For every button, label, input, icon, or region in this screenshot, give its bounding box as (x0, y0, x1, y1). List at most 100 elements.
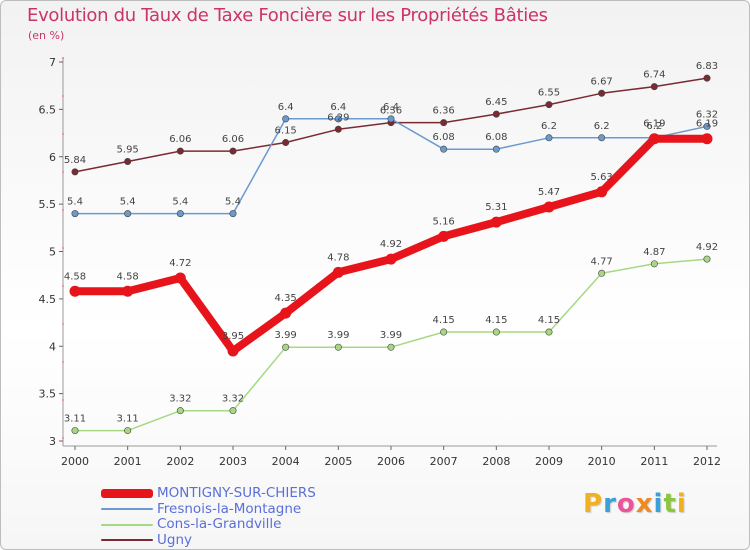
data-label-cons-la-grandville: 3.99 (327, 330, 349, 341)
chart-data-labels: 5.84 5.95 6.06 6.06 6.15 6.29 6.36 6.36 6.45 6.55… (64, 61, 718, 424)
data-point-ugny (229, 147, 237, 155)
data-point-montigny-sur-chiers (438, 230, 450, 242)
data-label-cons-la-grandville: 3.99 (275, 330, 297, 341)
y-tick-label: 5 (49, 246, 56, 259)
legend-label: Cons-la-Grandville (157, 516, 282, 532)
x-tick-label: 2001 (114, 455, 142, 468)
data-point-ugny (598, 89, 606, 97)
data-point-montigny-sur-chiers (648, 133, 660, 145)
legend-item: Ugny (101, 532, 316, 549)
data-label-montigny-sur-chiers: 4.92 (380, 239, 402, 250)
data-label-fresnois-la-montagne: 5.4 (225, 197, 241, 208)
data-label-ugny: 6.74 (643, 70, 665, 81)
data-label-fresnois-la-montagne: 5.4 (172, 197, 188, 208)
data-label-montigny-sur-chiers: 5.16 (433, 216, 455, 227)
data-label-fresnois-la-montagne: 6.4 (330, 102, 346, 113)
data-point-cons-la-grandville (440, 328, 448, 336)
legend-swatch (101, 489, 153, 499)
data-label-montigny-sur-chiers: 5.63 (591, 172, 613, 183)
x-tick-label: 2007 (430, 455, 458, 468)
proxiti-logo-letter: x (635, 489, 654, 519)
y-tick-label: 7 (49, 56, 56, 69)
legend-item: MONTIGNY-SUR-CHIERS (101, 485, 316, 502)
data-label-cons-la-grandville: 3.32 (169, 394, 191, 405)
data-point-fresnois-la-montagne (703, 122, 711, 130)
data-label-montigny-sur-chiers: 6.19 (696, 119, 718, 130)
legend-swatch (101, 523, 153, 526)
data-label-ugny: 6.45 (485, 97, 507, 108)
data-label-cons-la-grandville: 4.15 (433, 315, 455, 326)
y-tick-label: 5.5 (39, 198, 57, 211)
data-point-montigny-sur-chiers (490, 216, 502, 228)
data-label-montigny-sur-chiers: 4.58 (117, 271, 139, 282)
x-tick-label: 2010 (588, 455, 616, 468)
data-point-ugny (124, 157, 132, 165)
data-label-montigny-sur-chiers: 4.72 (169, 258, 191, 269)
data-label-montigny-sur-chiers: 6.19 (643, 119, 665, 130)
data-label-cons-la-grandville: 3.11 (117, 414, 139, 425)
proxiti-logo-letter: i (653, 489, 664, 519)
data-label-ugny: 5.84 (64, 155, 86, 166)
data-point-fresnois-la-montagne (598, 134, 606, 142)
proxiti-logo-letter: P (583, 489, 604, 519)
data-label-fresnois-la-montagne: 6.4 (278, 102, 294, 113)
data-label-ugny: 6.36 (380, 106, 402, 117)
y-tick-label: 4 (49, 340, 56, 353)
data-point-ugny (71, 168, 79, 176)
data-point-ugny (440, 119, 448, 127)
series-line-fresnois-la-montagne (74, 118, 708, 215)
x-tick-label: 2012 (693, 455, 721, 468)
data-point-ugny (492, 110, 500, 118)
y-tick-label: 4.5 (39, 293, 57, 306)
data-label-montigny-sur-chiers: 4.78 (327, 252, 349, 263)
proxiti-logo-letter: i (676, 489, 687, 519)
data-label-fresnois-la-montagne: 6.08 (485, 132, 507, 143)
data-label-fresnois-la-montagne: 5.4 (120, 197, 136, 208)
data-point-montigny-sur-chiers (385, 253, 397, 265)
data-point-montigny-sur-chiers (543, 201, 555, 213)
chart-unit-label: (en %) (28, 29, 65, 42)
data-label-ugny: 6.36 (433, 106, 455, 117)
x-tick-label: 2002 (166, 455, 194, 468)
data-label-fresnois-la-montagne: 6.2 (646, 121, 662, 132)
data-point-fresnois-la-montagne (334, 115, 342, 123)
data-point-cons-la-grandville (176, 407, 184, 415)
data-point-fresnois-la-montagne (229, 210, 237, 218)
legend-item: Fresnois-la-Montagne (101, 501, 316, 518)
chart-legend: MONTIGNY-SUR-CHIERS Fresnois-la-Montagne C… (101, 485, 316, 549)
chart-series (69, 74, 713, 435)
y-tick-label: 6 (49, 151, 56, 164)
data-label-fresnois-la-montagne: 5.4 (67, 197, 83, 208)
x-tick-label: 2006 (377, 455, 405, 468)
legend-item: Cons-la-Grandville (101, 516, 316, 533)
data-label-cons-la-grandville: 4.15 (485, 315, 507, 326)
y-tick-label: 3.5 (39, 388, 57, 401)
data-label-cons-la-grandville: 3.11 (64, 414, 86, 425)
data-point-cons-la-grandville (703, 255, 711, 263)
data-label-montigny-sur-chiers: 4.58 (64, 271, 86, 282)
y-tick-label: 6.5 (39, 103, 57, 116)
data-label-fresnois-la-montagne: 6.32 (696, 109, 718, 120)
data-point-cons-la-grandville (650, 260, 658, 268)
data-label-montigny-sur-chiers: 5.47 (538, 187, 560, 198)
data-label-ugny: 6.06 (169, 134, 191, 145)
data-point-fresnois-la-montagne (545, 134, 553, 142)
data-point-montigny-sur-chiers (69, 285, 81, 297)
data-point-ugny (703, 74, 711, 82)
data-label-ugny: 5.95 (117, 144, 139, 155)
legend-label: MONTIGNY-SUR-CHIERS (157, 485, 316, 501)
proxiti-logo-letter: o (616, 489, 636, 519)
data-point-montigny-sur-chiers (174, 272, 186, 284)
data-point-montigny-sur-chiers (332, 266, 344, 278)
data-label-fresnois-la-montagne: 6.4 (383, 102, 399, 113)
data-label-ugny: 6.15 (275, 126, 297, 137)
x-tick-label: 2005 (324, 455, 352, 468)
data-point-fresnois-la-montagne (440, 145, 448, 153)
data-point-montigny-sur-chiers (122, 285, 134, 297)
data-label-fresnois-la-montagne: 6.08 (433, 132, 455, 143)
data-point-fresnois-la-montagne (387, 115, 395, 123)
x-tick-label: 2009 (535, 455, 563, 468)
proxiti-logo-letter: t (663, 489, 677, 519)
data-point-fresnois-la-montagne (282, 115, 290, 123)
